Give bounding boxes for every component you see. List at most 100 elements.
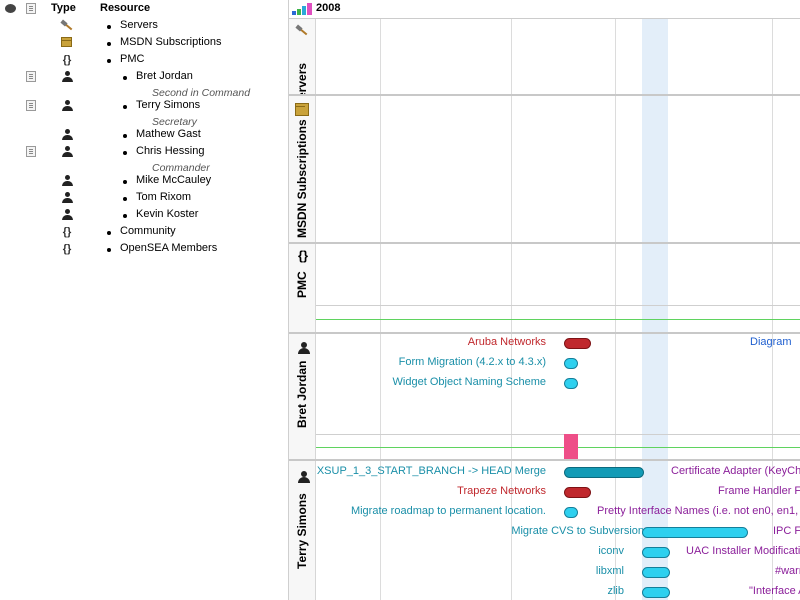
task-label[interactable]: iconv	[598, 545, 624, 557]
bullet	[107, 25, 111, 29]
task-bar[interactable]	[642, 567, 670, 578]
milestone-marker[interactable]	[564, 434, 578, 459]
legend-icon	[307, 3, 312, 15]
today-highlight	[642, 18, 668, 600]
legend-icon	[302, 6, 306, 15]
resource-column-header[interactable]: Resource	[100, 2, 151, 14]
person-icon	[298, 342, 310, 354]
resource-row-mike-mccauley[interactable]: Mike McCauley	[0, 173, 288, 190]
task-label[interactable]: #warn	[775, 565, 800, 577]
bullet	[107, 59, 111, 63]
person-icon	[62, 129, 73, 140]
task-label[interactable]: Certificate Adapter (KeyCha	[671, 465, 800, 477]
role-label: Second in Command	[152, 87, 251, 99]
section-header-terry-simons: Terry Simons	[289, 461, 316, 600]
task-bar[interactable]	[564, 338, 591, 349]
person-icon	[62, 175, 73, 186]
braces-icon: {}	[62, 54, 72, 66]
resource-name: Servers	[120, 19, 158, 31]
braces-icon: {}	[297, 248, 309, 263]
resource-row-pmc[interactable]: {} PMC	[0, 52, 288, 69]
timeline-header: 2008	[289, 0, 800, 19]
section-header-msdn: MSDN Subscriptions	[289, 96, 316, 242]
note-icon[interactable]	[26, 100, 36, 111]
task-label[interactable]: zlib	[607, 585, 624, 597]
resource-name: Bret Jordan	[136, 70, 193, 82]
person-icon	[62, 192, 73, 203]
resource-name: Chris Hessing	[136, 145, 205, 157]
notes-column-icon[interactable]	[26, 3, 36, 14]
timeline-pane[interactable]: 2008 Servers MSDN Subscriptions {} PMC B…	[288, 0, 800, 600]
role-label: Secretary	[152, 116, 197, 128]
bullet	[123, 134, 127, 138]
task-label[interactable]: Migrate roadmap to permanent location.	[350, 505, 546, 517]
task-bar[interactable]	[642, 527, 748, 538]
task-bar[interactable]	[564, 507, 578, 518]
bullet	[123, 151, 127, 155]
resource-name: Mathew Gast	[136, 128, 201, 140]
grid-line	[772, 18, 773, 600]
resource-row-terry-simons[interactable]: Terry Simons	[0, 98, 288, 115]
legend-icon	[292, 11, 296, 15]
task-bar[interactable]	[642, 587, 670, 598]
resource-row-msdn[interactable]: MSDN Subscriptions	[0, 35, 288, 52]
resource-name: Tom Rixom	[136, 191, 192, 203]
task-label[interactable]: UAC Installer Modificatio	[686, 545, 800, 557]
task-label[interactable]: Form Migration (4.2.x to 4.3.x)	[398, 356, 546, 368]
package-icon	[61, 37, 72, 47]
person-icon	[62, 209, 73, 220]
resource-row-servers[interactable]: Servers	[0, 18, 288, 35]
task-bar[interactable]	[642, 547, 670, 558]
note-icon[interactable]	[26, 71, 36, 82]
task-label[interactable]: Frame Handler Fi	[718, 485, 800, 497]
row-divider	[316, 305, 800, 306]
bullet	[123, 214, 127, 218]
section-label: PMC	[295, 271, 309, 298]
task-label[interactable]: Aruba Networks	[467, 336, 546, 348]
task-bar[interactable]	[564, 378, 578, 389]
resource-name: MSDN Subscriptions	[120, 36, 222, 48]
section-divider	[289, 332, 800, 334]
resource-name: Terry Simons	[136, 99, 201, 111]
task-bar[interactable]	[564, 467, 644, 478]
task-label[interactable]: XSUP_1_3_START_BRANCH -> HEAD Merge	[316, 465, 546, 477]
type-column-header[interactable]: Type	[51, 2, 76, 14]
task-label[interactable]: "Interface A	[749, 585, 800, 597]
hammer-icon	[60, 20, 74, 32]
comment-icon[interactable]	[5, 4, 16, 13]
resource-row-kevin-koster[interactable]: Kevin Koster	[0, 207, 288, 224]
braces-icon: {}	[62, 243, 72, 255]
task-label[interactable]: Migrate CVS to Subversion	[511, 525, 644, 537]
baseline-line	[316, 319, 800, 320]
section-label: Bret Jordan	[295, 360, 309, 428]
task-label[interactable]: Widget Object Naming Scheme	[392, 376, 546, 388]
bullet	[123, 105, 127, 109]
resource-row-chris-hessing[interactable]: Chris Hessing	[0, 144, 288, 161]
task-label[interactable]: Trapeze Networks	[457, 485, 546, 497]
resource-name: PMC	[120, 53, 145, 65]
note-icon[interactable]	[26, 146, 36, 157]
section-label: MSDN Subscriptions	[295, 119, 309, 238]
task-label[interactable]: IPC Fix	[773, 525, 800, 537]
resource-name: Kevin Koster	[136, 208, 199, 220]
task-label[interactable]: Pretty Interface Names (i.e. not en0, en…	[597, 505, 800, 517]
section-label: Terry Simons	[295, 493, 309, 569]
task-label[interactable]: libxml	[595, 565, 624, 577]
task-bar[interactable]	[564, 358, 578, 369]
grid-line	[511, 18, 512, 600]
resource-name: Community	[120, 225, 176, 237]
resource-row-opensea-members[interactable]: {} OpenSEA Members	[0, 241, 288, 258]
resource-row-mathew-gast[interactable]: Mathew Gast	[0, 127, 288, 144]
resource-row-bret-jordan[interactable]: Bret Jordan	[0, 69, 288, 86]
resource-row-tom-rixom[interactable]: Tom Rixom	[0, 190, 288, 207]
resource-row-community[interactable]: {} Community	[0, 224, 288, 241]
task-bar[interactable]	[564, 487, 591, 498]
grid-line	[615, 18, 616, 600]
task-label[interactable]: Diagram	[750, 336, 792, 348]
role-label: Commander	[152, 162, 210, 174]
person-icon	[298, 471, 310, 483]
person-icon	[62, 146, 73, 157]
bullet	[123, 76, 127, 80]
bullet	[107, 248, 111, 252]
braces-icon: {}	[62, 226, 72, 238]
